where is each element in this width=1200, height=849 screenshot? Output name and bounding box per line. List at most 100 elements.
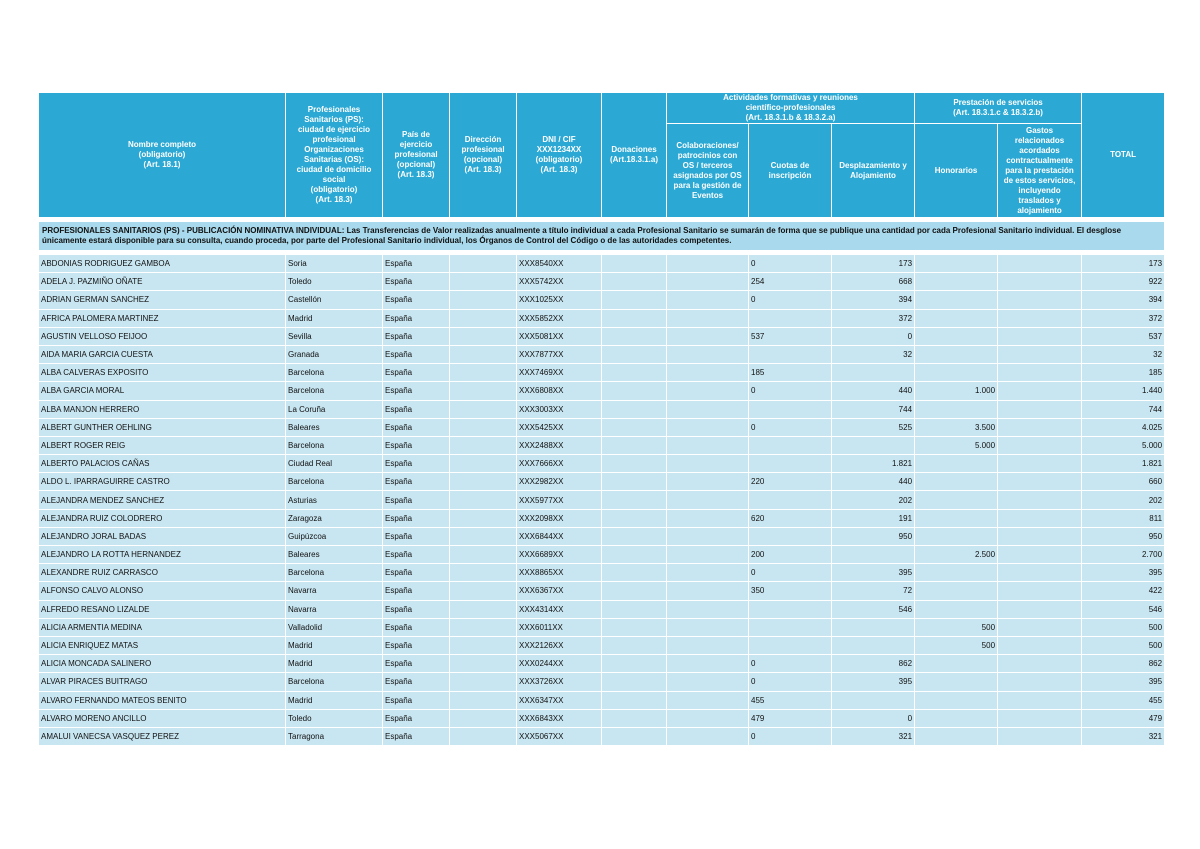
cell: 500 (914, 617, 999, 637)
cell (449, 690, 517, 710)
cell (666, 326, 749, 346)
cell (914, 272, 999, 292)
cell (830, 617, 916, 637)
cell: ALEJANDRA RUIZ COLODRERO (38, 508, 286, 528)
cell: España (382, 672, 450, 692)
cell: XXX7877XX (516, 344, 602, 365)
cell: Zaragoza (285, 508, 383, 528)
cell: 660 (1081, 472, 1166, 492)
cell (449, 308, 517, 328)
cell: 0 (748, 381, 832, 401)
cell: España (382, 435, 450, 456)
cell: 525 (830, 417, 916, 437)
header-cell: TOTAL (1081, 92, 1166, 218)
cell (601, 399, 667, 419)
cell: 0 (748, 672, 832, 692)
cell (449, 654, 517, 674)
cell: España (382, 617, 450, 637)
cell (666, 435, 749, 456)
cell: 32 (830, 344, 916, 365)
cell (449, 472, 517, 492)
cell (914, 672, 999, 692)
cell: ALICIA ENRIQUEZ MATAS (38, 635, 286, 656)
cell: Sevilla (285, 326, 383, 346)
cell (997, 308, 1083, 328)
cell: XXX8865XX (516, 563, 602, 583)
cell: ALFONSO CALVO ALONSO (38, 581, 286, 601)
cell: 440 (830, 472, 916, 492)
cell (449, 363, 517, 383)
cell: 2.700 (1081, 544, 1166, 565)
cell (601, 472, 667, 492)
cell: ALVARO MORENO ANCILLO (38, 708, 286, 728)
cell (830, 544, 916, 565)
cell: XXX5425XX (516, 417, 602, 437)
cell: XXX6843XX (516, 708, 602, 728)
cell (997, 544, 1083, 565)
cell (601, 290, 667, 310)
cell (748, 435, 832, 456)
cell (449, 490, 517, 510)
cell: ALEXANDRE RUIZ CARRASCO (38, 563, 286, 583)
cell (449, 617, 517, 637)
cell: Baleares (285, 544, 383, 565)
cell (914, 399, 999, 419)
cell: XXX3726XX (516, 672, 602, 692)
cell (666, 508, 749, 528)
row: AFRICA PALOMERA MARTINEZ Madrid España XXX5… (38, 308, 1166, 328)
cell: 321 (1081, 726, 1166, 747)
header-cell: Colaboraciones/ patrocinios con OS / ter… (666, 123, 749, 218)
cell (914, 344, 999, 365)
cell (830, 363, 916, 383)
cell (449, 454, 517, 474)
row: ADELA J. PAZMIÑO OÑATE Toledo España XXX574… (38, 272, 1166, 292)
cell (997, 726, 1083, 747)
cell: 173 (830, 253, 916, 274)
cell: 185 (748, 363, 832, 383)
cell: 811 (1081, 508, 1166, 528)
document: Nombre completo (obligatorio) (Art. 18.1… (37, 91, 1166, 747)
cell: España (382, 563, 450, 583)
cell: Guipúzcoa (285, 526, 383, 547)
cell: España (382, 290, 450, 310)
cell: XXX6347XX (516, 690, 602, 710)
cell (997, 326, 1083, 346)
cell (601, 708, 667, 728)
cell: Madrid (285, 654, 383, 674)
cell: 862 (830, 654, 916, 674)
cell (914, 654, 999, 674)
cell (449, 290, 517, 310)
row: ALDO L. IPARRAGUIRRE CASTRO Barcelona Espa… (38, 472, 1166, 492)
cell: 546 (830, 599, 916, 619)
cell (666, 454, 749, 474)
cell (666, 635, 749, 656)
cell: 185 (1081, 363, 1166, 383)
cell (449, 708, 517, 728)
cell: 372 (1081, 308, 1166, 328)
section-banner: PROFESIONALES SANITARIOS (PS) - PUBLICAC… (37, 221, 1166, 251)
cell (601, 672, 667, 692)
row: AIDA MARIA GARCIA CUESTA Granada España XXX… (38, 344, 1166, 365)
cell: 395 (1081, 672, 1166, 692)
cell (830, 435, 916, 456)
cell (914, 563, 999, 583)
cell (748, 344, 832, 365)
cell: ALEJANDRO LA ROTTA HERNANDEZ (38, 544, 286, 565)
cell (666, 672, 749, 692)
cell (601, 326, 667, 346)
cell: XXX5067XX (516, 726, 602, 747)
cell (449, 435, 517, 456)
header-cell: DNI / CIF XXX1234XX (obligatorio) (Art. … (516, 92, 602, 218)
cell: AGUSTIN VELLOSO FEIJOO (38, 326, 286, 346)
cell: España (382, 635, 450, 656)
cell: 0 (748, 417, 832, 437)
row: ALBA CALVERAS EXPOSITO Barcelona España XXX… (38, 363, 1166, 383)
cell: España (382, 344, 450, 365)
cell (666, 708, 749, 728)
cell (997, 617, 1083, 637)
cell (666, 563, 749, 583)
cell (601, 654, 667, 674)
cell: 500 (1081, 617, 1166, 637)
row: ALFREDO RESANO LIZALDE Navarra España XXX43… (38, 599, 1166, 619)
cell (601, 526, 667, 547)
